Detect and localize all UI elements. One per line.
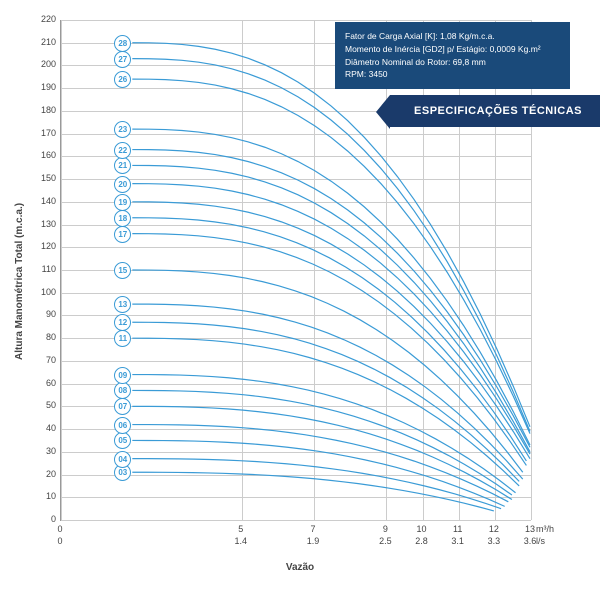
pump-curve [132, 129, 530, 445]
pump-curve [132, 184, 530, 454]
pump-curve [132, 375, 515, 493]
curve-label-bubble: 18 [114, 210, 131, 227]
chart-container: Altura Manométrica Total (m.c.a.) Vazão … [0, 0, 600, 600]
curve-label-bubble: 17 [114, 226, 131, 243]
curve-label-bubble: 27 [114, 51, 131, 68]
pump-curve [132, 472, 494, 511]
banner-text: ESPECIFICAÇÕES TÉCNICAS [414, 105, 582, 117]
spec-line: RPM: 3450 [345, 68, 560, 81]
curve-label-bubble: 28 [114, 35, 131, 52]
curve-label-bubble: 04 [114, 451, 131, 468]
spec-banner: ESPECIFICAÇÕES TÉCNICAS [390, 95, 600, 127]
spec-line: Momento de Inércia [GD2] p/ Estágio: 0,0… [345, 43, 560, 56]
x-axis-label: Vazão [286, 562, 314, 573]
pump-curve [132, 150, 530, 448]
pump-curve [132, 459, 501, 509]
curve-label-bubble: 20 [114, 176, 131, 193]
curve-label-bubble: 06 [114, 417, 131, 434]
pump-curve [132, 338, 519, 486]
pump-curve [132, 202, 530, 459]
spec-line: Fator de Carga Axial [K]: 1,08 Kg/m.c.a. [345, 30, 560, 43]
curve-label-bubble: 09 [114, 367, 131, 384]
curve-label-bubble: 19 [114, 194, 131, 211]
y-axis-label: Altura Manométrica Total (m.c.a.) [14, 203, 25, 360]
spec-box: Fator de Carga Axial [K]: 1,08 Kg/m.c.a.… [335, 22, 570, 89]
spec-line: Diâmetro Nominal do Rotor: 69,8 mm [345, 56, 560, 69]
pump-curve [132, 425, 508, 502]
curve-label-bubble: 22 [114, 142, 131, 159]
pump-curve [132, 322, 519, 481]
